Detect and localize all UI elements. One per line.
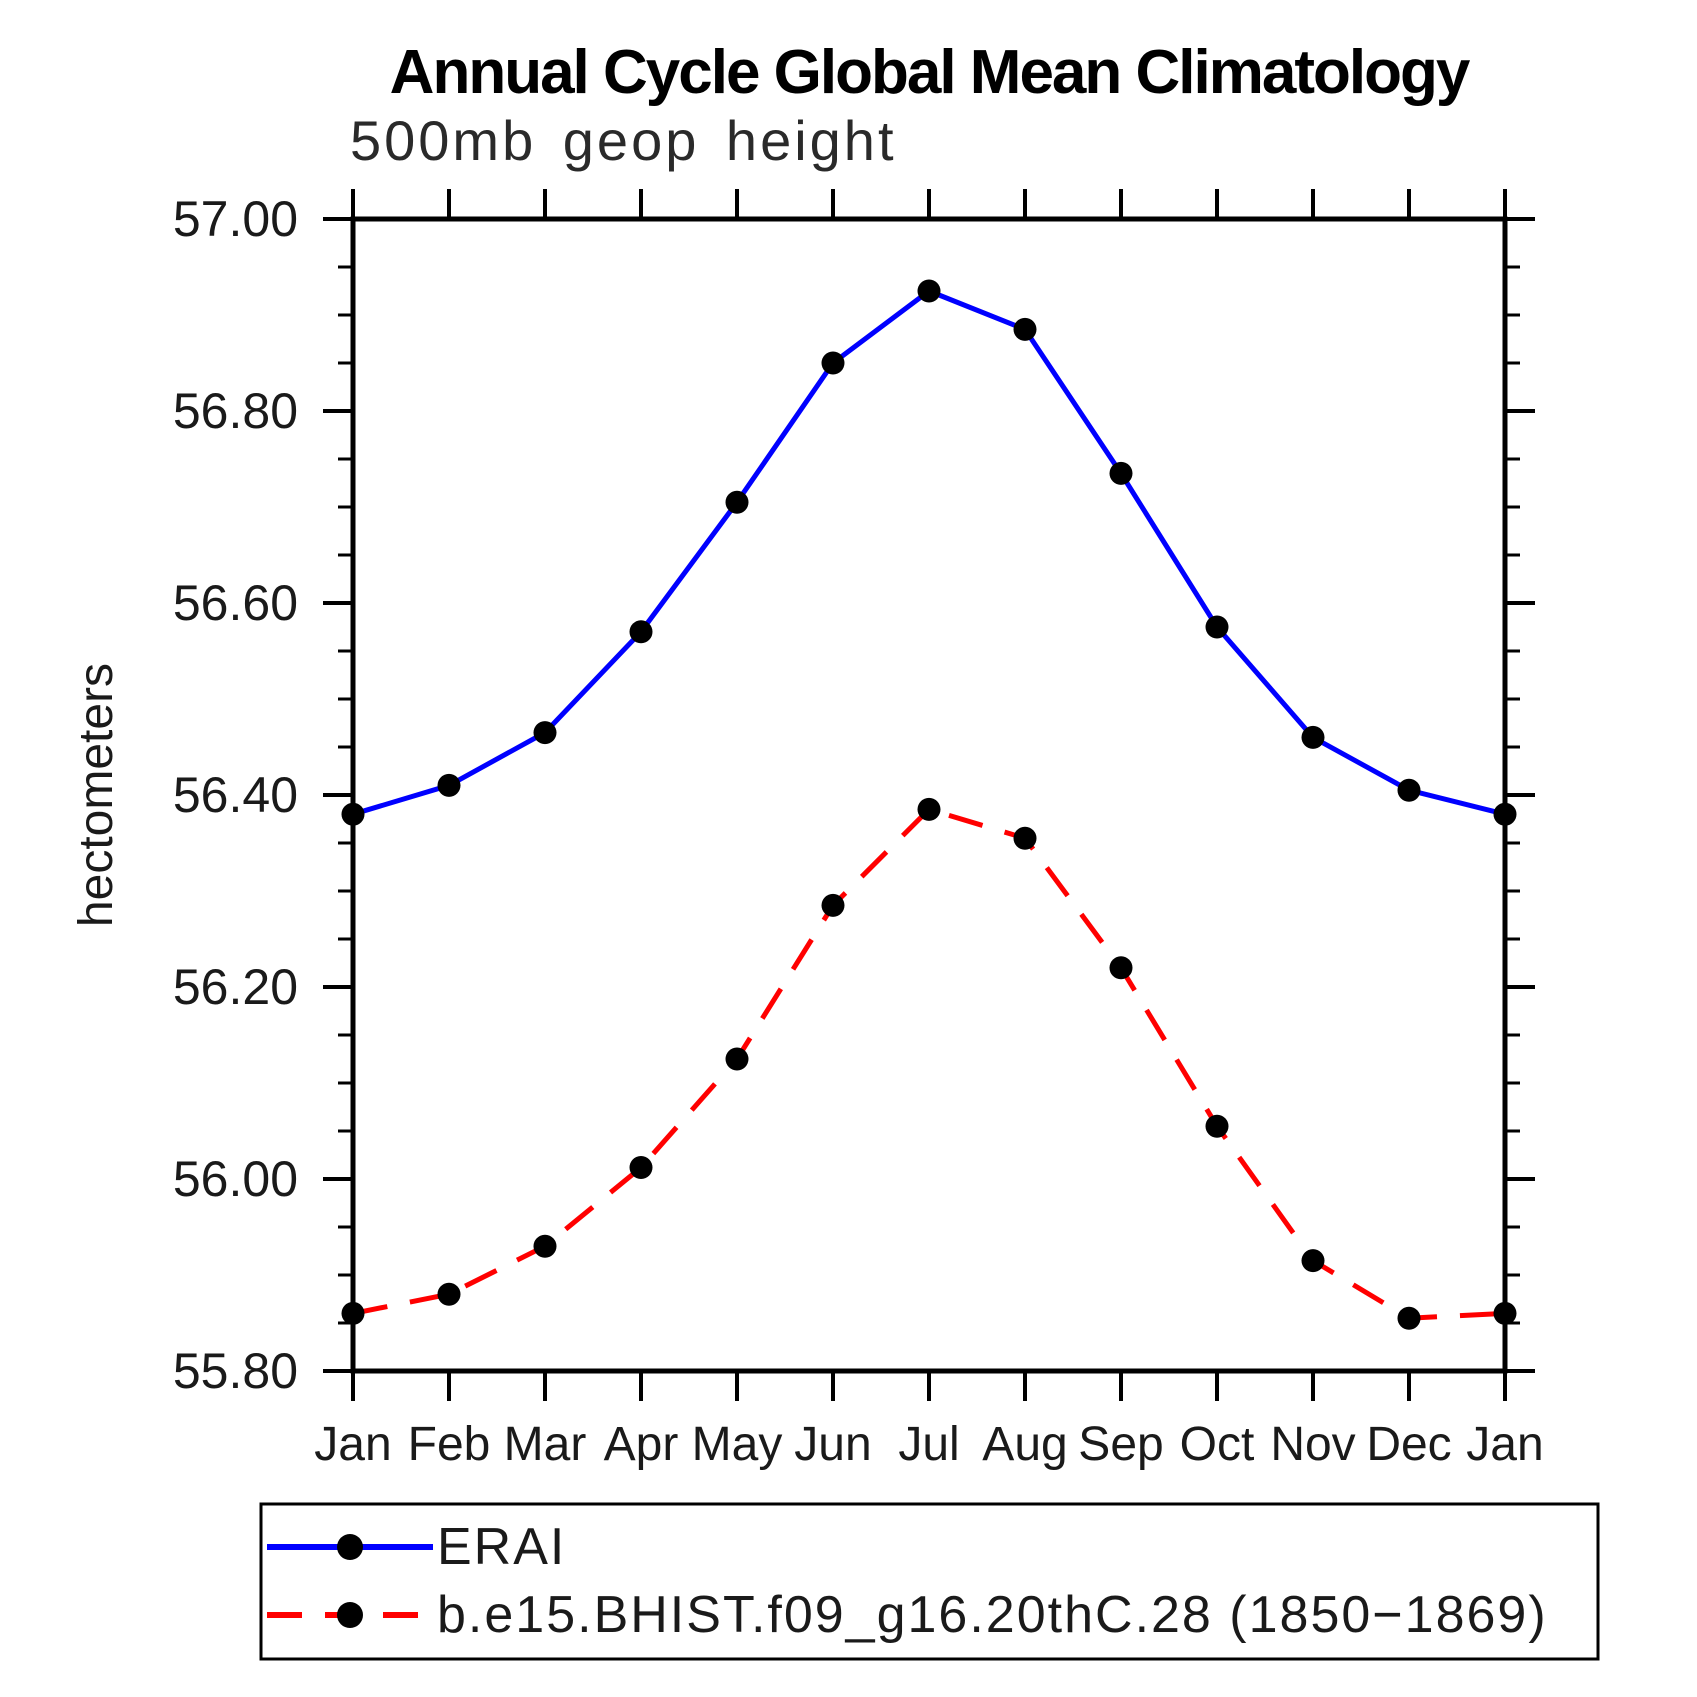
y-tick-label: 56.80 — [173, 383, 298, 439]
x-tick-label: Sep — [1078, 1418, 1163, 1471]
x-tick-label: Jan — [314, 1418, 391, 1471]
series-point — [533, 1234, 557, 1258]
legend-label: ERAI — [437, 1518, 566, 1576]
x-tick-label: Jan — [1466, 1418, 1543, 1471]
series-point — [1301, 1249, 1325, 1273]
series-point — [917, 279, 941, 303]
x-tick-label: Nov — [1270, 1418, 1355, 1471]
y-axis-title: hectometers — [70, 663, 123, 927]
series-point — [533, 721, 557, 745]
series-line-0 — [352, 288, 1506, 817]
series-point — [1013, 317, 1037, 341]
y-tick-label: 56.20 — [173, 959, 298, 1015]
series-point — [725, 1047, 749, 1071]
series-point — [821, 893, 845, 917]
x-tick-label: Aug — [982, 1418, 1067, 1471]
series-point — [341, 802, 365, 826]
axis-ticks: Jan Feb Mar Apr May Jun Jul Aug Sep Oct Nov Dec Jan 5… — [173, 189, 1544, 1471]
x-tick-label: Apr — [604, 1418, 679, 1471]
series-point — [1493, 802, 1517, 826]
x-tick-label: Oct — [1180, 1418, 1255, 1471]
x-tick-label: May — [692, 1418, 783, 1471]
x-tick-label: Jun — [794, 1418, 871, 1471]
series-point — [917, 797, 941, 821]
y-tick-label: 56.40 — [173, 767, 298, 823]
series-point — [821, 351, 845, 375]
y-tick-label: 55.80 — [173, 1343, 298, 1399]
series-point — [1205, 1114, 1229, 1138]
series-point — [1397, 778, 1421, 802]
legend: ERAI b.e15.BHIST.f09_g16.20thC.28 (1850−1… — [259, 1502, 1600, 1661]
x-tick-label: Jul — [898, 1418, 959, 1471]
series-point — [1013, 826, 1037, 850]
y-tick-label: 57.00 — [173, 191, 298, 247]
data-series — [341, 279, 1517, 1330]
series-point — [725, 490, 749, 514]
legend-sample-marker — [337, 1534, 363, 1560]
plot-frame — [350, 216, 1508, 1374]
y-tick-label: 56.00 — [173, 1151, 298, 1207]
series-point — [629, 620, 653, 644]
legend-box — [259, 1502, 1600, 1661]
series-point — [1205, 615, 1229, 639]
legend-label: b.e15.BHIST.f09_g16.20thC.28 (1850−1869) — [437, 1586, 1548, 1644]
x-tick-label: Dec — [1366, 1418, 1451, 1471]
x-tick-label: Mar — [504, 1418, 587, 1471]
y-tick-label: 56.60 — [173, 575, 298, 631]
series-point — [1397, 1306, 1421, 1330]
series-point — [341, 1301, 365, 1325]
series-point — [1301, 725, 1325, 749]
series-point — [1493, 1301, 1517, 1325]
chart-subtitle: 500mb geop height — [350, 109, 897, 172]
series-point — [629, 1155, 653, 1179]
x-tick-label: Feb — [408, 1418, 491, 1471]
legend-sample-marker — [337, 1602, 363, 1628]
series-point — [1109, 956, 1133, 980]
series-point — [437, 773, 461, 797]
series-line-1 — [352, 806, 1506, 1321]
series-point — [1109, 461, 1133, 485]
series-point — [437, 1282, 461, 1306]
chart-title: Annual Cycle Global Mean Climatology — [390, 38, 1471, 107]
